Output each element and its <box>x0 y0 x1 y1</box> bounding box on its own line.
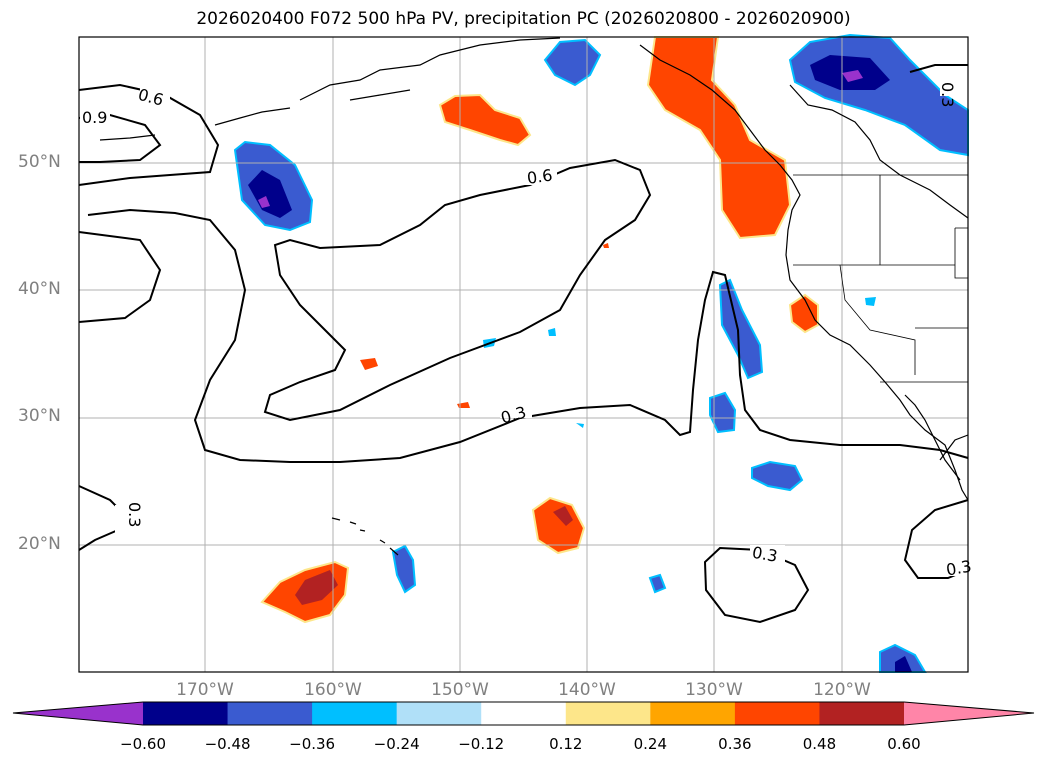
precip-blob <box>438 93 532 147</box>
precip-blob <box>553 506 573 526</box>
precip-blob <box>603 243 609 248</box>
colorbar-segment <box>227 702 313 725</box>
precip-blob <box>788 293 819 334</box>
lon-label: 160°W <box>304 680 362 700</box>
contour-label: 0.3 <box>751 543 779 566</box>
colorbar-tick-label: 0.12 <box>549 735 583 753</box>
colorbar-tick-label: −0.24 <box>373 735 420 753</box>
map-title: 2026020400 F072 500 hPa PV, precipitatio… <box>196 9 851 29</box>
colorbar-tick-label: 0.36 <box>718 735 752 753</box>
precip-blob <box>842 70 863 82</box>
lat-label: 50°N <box>18 152 61 172</box>
colorbar-tick-label: −0.48 <box>204 735 251 753</box>
colorbar-tick-label: −0.60 <box>120 735 166 753</box>
colorbar-tick-label: −0.36 <box>289 735 336 753</box>
precip-blob <box>576 423 584 428</box>
colorbar-outline <box>12 701 1035 726</box>
precip-blob <box>360 358 378 370</box>
lon-label: 120°W <box>813 680 871 700</box>
precip-blob <box>548 328 556 336</box>
pv-contour-labels: 0.6 0.9 0.6 0.3 0.3 0.3 0.3 0.3 <box>80 80 973 580</box>
pv-contours <box>78 64 969 624</box>
colorbar <box>12 701 1035 726</box>
precip-blob <box>543 38 602 87</box>
lat-label: 30°N <box>18 406 61 426</box>
lat-label: 40°N <box>18 279 61 299</box>
precip-blob <box>718 278 764 380</box>
colorbar-segment <box>650 702 736 725</box>
precip-blob <box>258 196 270 208</box>
precip-negative-areas <box>233 33 969 673</box>
precip-blob <box>648 573 667 594</box>
colorbar-segment <box>819 702 905 725</box>
precip-blob <box>865 297 876 306</box>
colorbar-segment <box>143 702 229 725</box>
colorbar-segment <box>565 702 651 725</box>
colorbar-segment <box>734 702 820 725</box>
colorbar-segment <box>396 702 482 725</box>
lon-label: 170°W <box>176 680 234 700</box>
colorbar-tick-label: 0.48 <box>802 735 837 753</box>
map-panel: 0.6 0.9 0.6 0.3 0.3 0.3 0.3 0.3 <box>78 33 973 673</box>
colorbar-segment <box>481 702 567 725</box>
colorbar-extend-high <box>904 702 1034 725</box>
precip-blob <box>646 36 792 240</box>
lon-label: 130°W <box>685 680 743 700</box>
contour-label: 0.9 <box>82 108 107 127</box>
precip-blob <box>531 496 586 555</box>
precip-blob <box>751 460 804 492</box>
colorbar-extend-low <box>13 702 143 725</box>
precip-blob <box>709 391 737 434</box>
colorbar-segment <box>312 702 398 725</box>
coastlines <box>99 37 969 556</box>
colorbar-tick-label: 0.60 <box>887 735 921 753</box>
contour-label: 0.3 <box>945 556 973 579</box>
precip-blob <box>895 656 912 672</box>
contour-label: 0.3 <box>938 82 957 107</box>
lon-label: 150°W <box>431 680 489 700</box>
lat-label: 20°N <box>18 534 61 554</box>
precip-blob <box>248 170 292 218</box>
colorbar-tick-label: −0.12 <box>458 735 505 753</box>
precip-blob <box>457 402 470 408</box>
colorbar-tick-label: 0.24 <box>633 735 668 753</box>
lon-label: 140°W <box>558 680 616 700</box>
map-frame <box>78 36 969 673</box>
contour-label: 0.6 <box>526 166 554 188</box>
precip-blob <box>391 544 417 594</box>
precip-blob <box>295 570 338 605</box>
political-borders <box>793 174 968 383</box>
precip-positive-areas <box>260 36 819 624</box>
colorbar-segments <box>13 702 1034 725</box>
contour-label: 0.3 <box>125 502 144 527</box>
